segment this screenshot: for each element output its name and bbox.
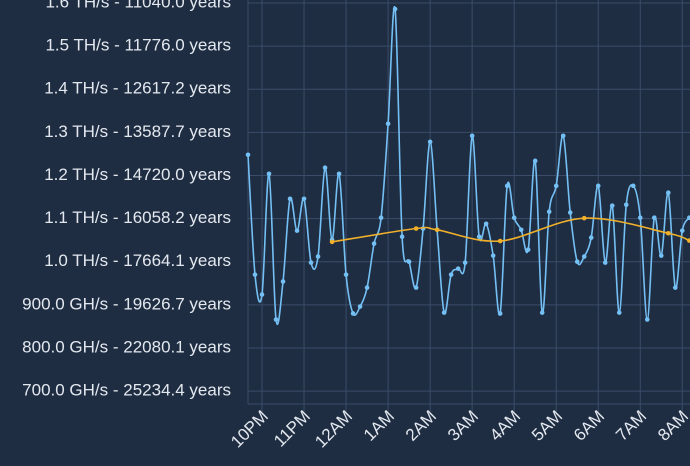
- x-tick-label: 5AM: [528, 407, 566, 445]
- data-point: [497, 311, 503, 316]
- data-point: [658, 253, 664, 258]
- data-point: [511, 215, 517, 221]
- x-tick-label: 11PM: [270, 407, 314, 451]
- data-point: [525, 247, 531, 252]
- data-point: [518, 227, 524, 233]
- data-point: [245, 152, 251, 158]
- data-point: [371, 241, 377, 246]
- data-point: [252, 272, 258, 277]
- data-point: [301, 196, 307, 202]
- y-tick-label: 800.0 GH/s - 22080.1 years: [22, 337, 231, 356]
- data-point: [553, 183, 559, 189]
- data-point: [315, 254, 321, 259]
- y-tick-label: 700.0 GH/s - 25234.4 years: [22, 381, 231, 400]
- data-point: [462, 260, 468, 265]
- y-tick-label: 1.5 TH/s - 11776.0 years: [45, 36, 231, 55]
- y-tick-label: 900.0 GH/s - 19626.7 years: [22, 294, 231, 313]
- y-tick-label: 1.3 TH/s - 13587.7 years: [44, 122, 231, 141]
- data-point: [364, 285, 370, 290]
- data-point: [357, 304, 363, 309]
- data-point: [483, 221, 489, 227]
- data-point: [378, 215, 384, 221]
- data-point: [343, 272, 349, 277]
- x-tick-label: 7AM: [612, 407, 650, 445]
- data-point: [469, 133, 475, 139]
- data-point: [623, 202, 629, 208]
- data-point: [294, 228, 300, 233]
- data-point: [546, 209, 552, 214]
- data-point: [504, 183, 510, 189]
- grid: [248, 0, 690, 412]
- data-point: [350, 311, 356, 316]
- data-point: [672, 285, 678, 290]
- data-point: [588, 235, 594, 240]
- data-point: [651, 215, 657, 221]
- y-tick-label: 1.4 TH/s - 12617.2 years: [44, 79, 231, 98]
- data-point: [413, 226, 419, 231]
- data-point: [539, 310, 545, 315]
- data-point: [287, 196, 293, 202]
- data-point: [322, 165, 328, 171]
- x-tick-label: 1AM: [360, 407, 398, 445]
- data-point: [665, 190, 671, 196]
- data-point: [602, 260, 608, 265]
- data-point: [490, 253, 496, 258]
- data-point: [665, 230, 671, 236]
- data-point: [434, 227, 440, 233]
- data-point: [392, 6, 398, 12]
- y-tick-label: 1.2 TH/s - 14720.0 years: [44, 165, 231, 184]
- data-point: [329, 239, 335, 245]
- x-tick-label: 2AM: [402, 407, 440, 445]
- data-point: [385, 121, 391, 127]
- data-point: [406, 259, 412, 265]
- x-tick-label: 8AM: [654, 407, 690, 445]
- data-point: [280, 279, 286, 284]
- data-point: [679, 228, 685, 233]
- x-tick-label: 6AM: [570, 407, 608, 445]
- y-tick-label: 1.6 TH/s - 11040.0 years: [45, 0, 231, 11]
- data-point: [448, 272, 454, 277]
- data-point: [259, 292, 265, 297]
- data-point: [441, 310, 447, 315]
- y-tick-label: 1.1 TH/s - 16058.2 years: [44, 208, 231, 227]
- data-point: [644, 317, 650, 322]
- data-point: [399, 234, 405, 240]
- x-tick-label: 4AM: [486, 407, 524, 445]
- data-point: [273, 317, 279, 322]
- data-point: [266, 171, 272, 177]
- data-point: [497, 238, 503, 244]
- data-point: [336, 171, 342, 177]
- series-line: [331, 217, 690, 243]
- x-tick-label: 3AM: [444, 407, 482, 445]
- data-point: [567, 210, 573, 215]
- data-point: [455, 266, 461, 271]
- x-tick-label: 10PM: [227, 407, 272, 452]
- data-point: [427, 139, 433, 145]
- series-line: [247, 5, 690, 326]
- data-point: [581, 254, 587, 259]
- data-point: [630, 183, 636, 189]
- data-point: [308, 260, 314, 265]
- data-point: [532, 158, 538, 164]
- data-point: [687, 215, 690, 221]
- data-point: [637, 215, 643, 221]
- data-point: [616, 310, 622, 315]
- data-point: [476, 234, 482, 240]
- data-point: [581, 215, 587, 221]
- y-tick-label: 1.0 TH/s - 17664.1 years: [44, 251, 231, 270]
- data-point: [560, 133, 566, 139]
- data-point: [574, 259, 580, 265]
- data-point: [687, 238, 690, 243]
- data-point: [609, 203, 615, 208]
- data-point: [413, 285, 419, 290]
- data-point: [595, 183, 601, 189]
- x-tick-label: 12AM: [311, 407, 356, 452]
